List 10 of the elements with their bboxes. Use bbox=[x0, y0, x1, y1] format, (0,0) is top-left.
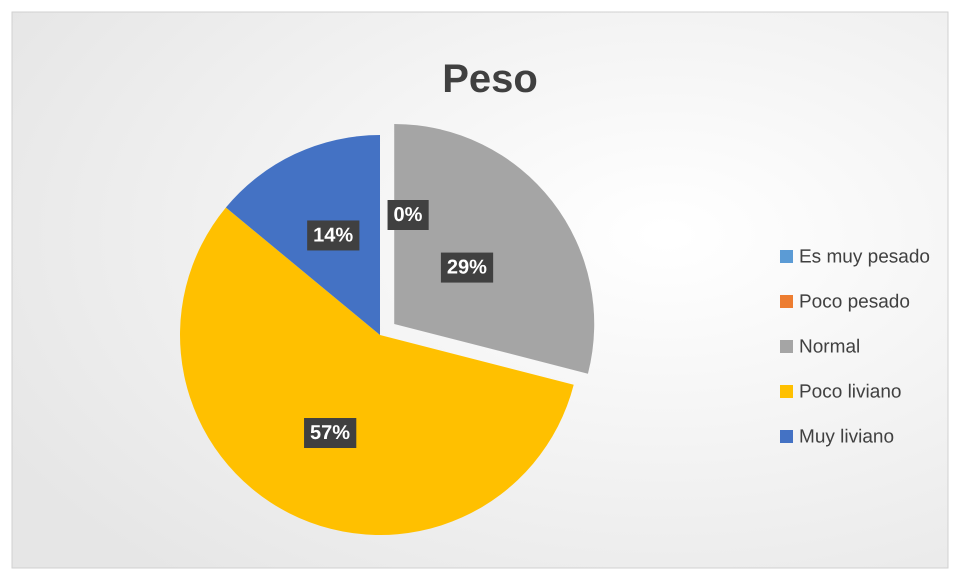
text: 0% bbox=[394, 204, 422, 226]
data-label: 29% bbox=[446, 256, 488, 279]
legend-label: Normal bbox=[799, 336, 860, 358]
legend-label: Poco pesado bbox=[799, 292, 910, 312]
legend-label: Es muy pesado bbox=[799, 246, 930, 268]
legend-label: Muy liviano bbox=[799, 426, 894, 448]
legend-label: Poco liviano bbox=[799, 382, 902, 402]
data-label: 14% bbox=[313, 224, 354, 246]
chart-title: Peso bbox=[442, 57, 538, 101]
data-label: 57% bbox=[310, 422, 350, 444]
